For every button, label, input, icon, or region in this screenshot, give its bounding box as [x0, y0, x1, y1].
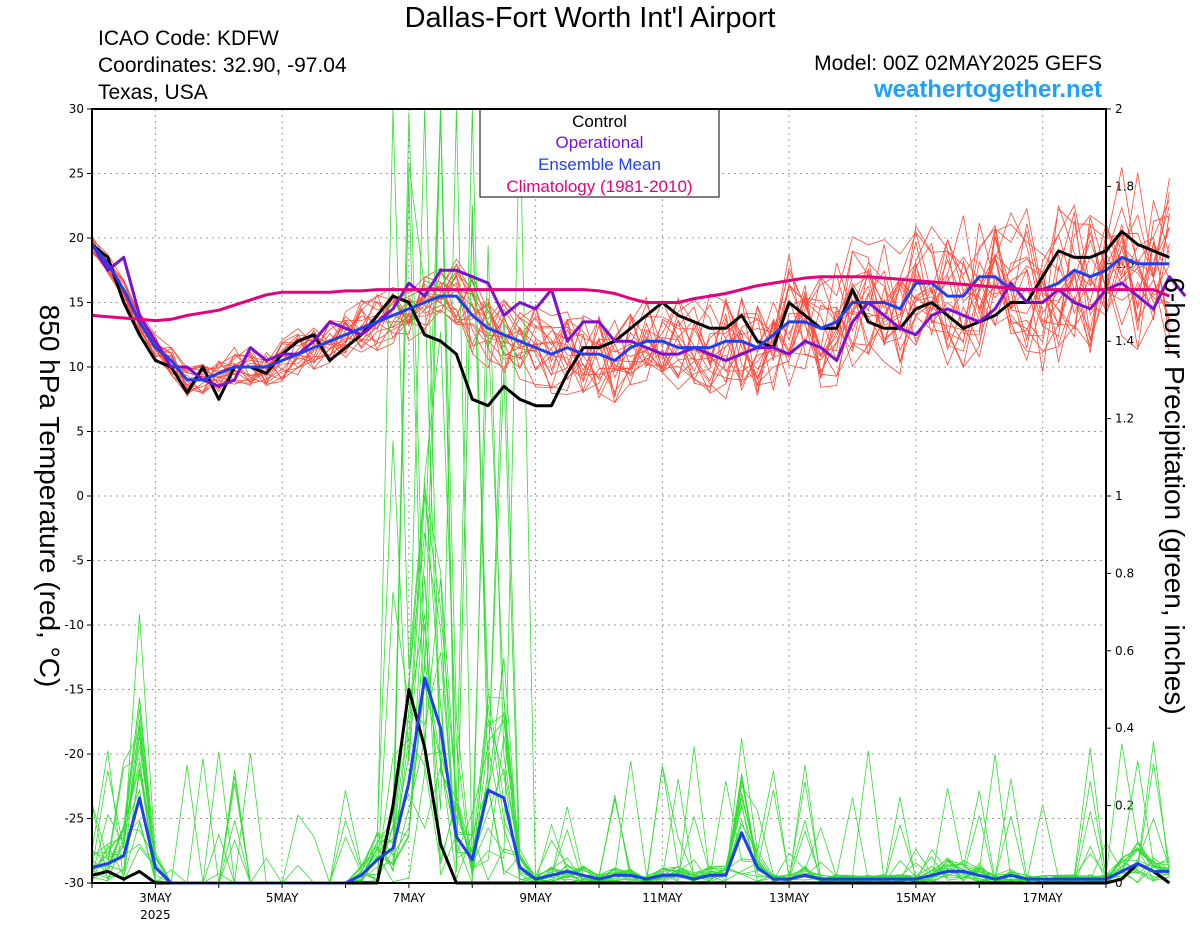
temperature-member-line: [91, 222, 1170, 396]
y-tick-label: -10: [64, 618, 84, 632]
legend-climatology: Climatology (1981-2010): [506, 177, 692, 196]
x-tick-sublabel: 2025: [140, 908, 171, 922]
x-tick-label: 17MAY: [1023, 891, 1064, 905]
y-tick-label: -20: [64, 747, 84, 761]
x-tick-label: 7MAY: [393, 891, 426, 905]
legend-operational: Operational: [556, 133, 644, 152]
gridlines: [92, 109, 1106, 883]
icao-code-label: ICAO Code: KDFW: [98, 27, 279, 50]
chart-title: Dallas-Fort Worth Int'l Airport: [404, 2, 776, 34]
precipitation-member-line: [91, 532, 1170, 884]
y-axis-label: 850 hPa Temperature (red, °C): [34, 305, 65, 688]
precipitation-member-line: [91, 108, 1170, 884]
website-link[interactable]: weathertogether.net: [873, 76, 1102, 103]
temperature-control-line: [91, 230, 1170, 408]
legend: Control Operational Ensemble Mean Climat…: [479, 108, 720, 198]
y-tick-label: 25: [69, 167, 84, 181]
y2-tick-label: 1.2: [1115, 412, 1134, 426]
x-tick-label: 5MAY: [266, 891, 299, 905]
y-tick-label: 5: [76, 425, 84, 439]
y-axis-left: -30 -25 -20 -15 -10 -5 0 5 10 15 20 25 30: [64, 102, 92, 890]
y2-tick-label: 1.4: [1115, 334, 1134, 348]
y2-tick-label: 0.8: [1115, 566, 1134, 580]
precipitation-member-line: [91, 575, 1170, 884]
x-tick-label: 11MAY: [642, 891, 683, 905]
y2-tick-label: 0: [1115, 876, 1123, 890]
y2-tick-label: 0.6: [1115, 644, 1134, 658]
legend-box: [479, 108, 720, 198]
coordinates-label: Coordinates: 32.90, -97.04: [98, 54, 347, 77]
precipitation-member-line: [91, 489, 1170, 884]
x-axis: 3MAY 2025 5MAY 7MAY 9MAY 11MAY 13MAY 15MAY 17MAY: [91, 883, 1107, 922]
y2-tick-label: 0.4: [1115, 721, 1134, 735]
y2-tick-label: 0.2: [1115, 799, 1134, 813]
y-tick-label: 0: [76, 489, 84, 503]
precipitation-member-line: [91, 108, 1170, 884]
temperature-member-line: [91, 205, 1170, 389]
plot-frame: [91, 108, 1107, 884]
y-tick-label: -15: [64, 683, 84, 697]
precipitation-member-line: [91, 108, 1170, 884]
precipitation-member-traces: [91, 108, 1170, 885]
model-run-label: Model: 00Z 02MAY2025 GEFS: [814, 52, 1102, 75]
precipitation-member-line: [91, 614, 1170, 884]
legend-control: Control: [572, 112, 627, 131]
y-tick-label: 15: [69, 296, 84, 310]
temperature-member-line: [91, 215, 1170, 400]
precipitation-member-line: [91, 108, 1170, 884]
temperature-climatology-1981-2010-line: [91, 275, 1170, 323]
x-tick-label: 9MAY: [519, 891, 552, 905]
y-tick-label: 30: [69, 102, 84, 116]
plot-border: [91, 108, 1107, 884]
x-tick-label: 3MAY: [139, 891, 172, 905]
y-tick-label: -5: [72, 554, 84, 568]
y2-tick-label: 2: [1115, 102, 1123, 116]
x-tick-label: 15MAY: [896, 891, 937, 905]
precipitation-member-line: [91, 495, 1170, 884]
precipitation-member-line: [91, 108, 1170, 884]
precipitation-member-line: [91, 662, 1170, 884]
precipitation-member-line: [91, 164, 1170, 884]
x-tick-label: 13MAY: [769, 891, 810, 905]
y-tick-label: 10: [69, 360, 84, 374]
y2-tick-label: 1: [1115, 489, 1123, 503]
y-tick-label: -25: [64, 812, 84, 826]
region-label: Texas, USA: [98, 81, 208, 104]
y-tick-label: 20: [69, 231, 84, 245]
precipitation-member-line: [91, 108, 1170, 885]
precipitation-member-line: [91, 108, 1170, 884]
temperature-ensemble-mean-line: [90, 243, 1170, 382]
y2-axis-label: 6-hour Precipitation (green, inches): [1159, 277, 1190, 714]
precipitation-member-line: [91, 652, 1170, 884]
legend-ensemble-mean: Ensemble Mean: [538, 155, 661, 174]
y-tick-label: -30: [64, 876, 84, 890]
